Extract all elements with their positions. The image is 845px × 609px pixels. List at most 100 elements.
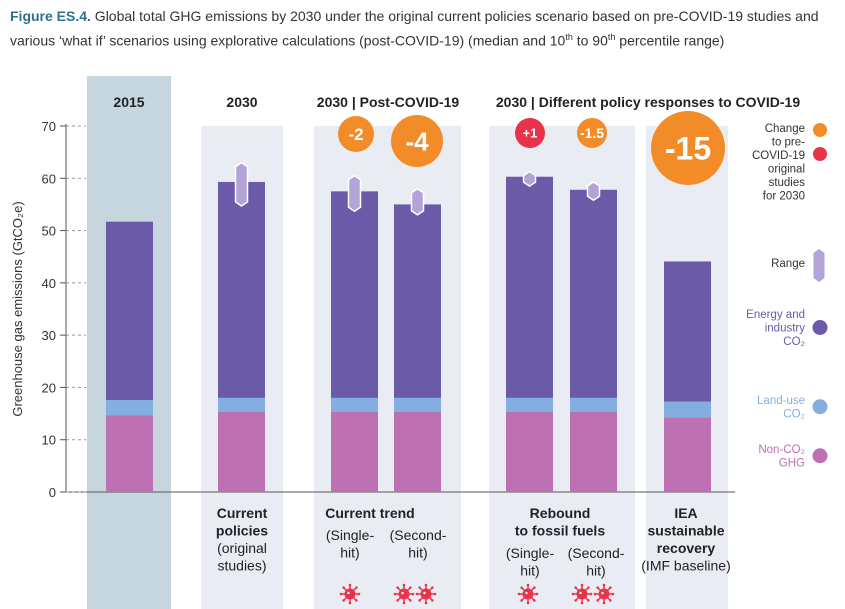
range-marker: [347, 174, 362, 213]
y-tick-label: 40: [42, 276, 56, 291]
virus-spike-tip: [396, 586, 399, 589]
legend-red-dot-icon: [813, 147, 827, 161]
virus-spike-tip: [396, 599, 399, 602]
bar-segment: [331, 397, 378, 413]
figure-caption: Figure ES.4. Global total GHG emissions …: [10, 6, 835, 52]
virus-spike-tip: [355, 586, 358, 589]
virus-body: [344, 588, 356, 600]
virus-body: [598, 588, 610, 600]
virus-spike-tip: [611, 592, 615, 596]
category-label-current_policies: Current policies(original studies): [216, 505, 268, 574]
legend-label-line: Land-use: [757, 395, 805, 407]
bar-segment: [570, 189, 617, 398]
virus-icon: [339, 583, 361, 605]
virus-spike-tip: [402, 583, 406, 587]
bar-segment: [106, 221, 153, 400]
bar-segment: [394, 412, 441, 492]
virus-spike-tip: [602, 601, 606, 605]
y-tick-label: 0: [49, 485, 56, 500]
virus-spike-tip: [357, 592, 361, 596]
virus-spike-tip: [533, 586, 536, 589]
virus-spike-tip: [526, 601, 530, 605]
category-label-line: (IMF baseline): [641, 558, 730, 574]
virus-spike-tip: [431, 599, 434, 602]
category-label-line: IEA: [674, 505, 697, 521]
legend-orange-dot-icon: [813, 123, 827, 137]
change-badge-label: -4: [405, 126, 429, 156]
virus-spike-tip: [580, 601, 584, 605]
range-marker: [522, 170, 537, 188]
virus-body: [522, 588, 534, 600]
virus-spike-tip: [355, 599, 358, 602]
caption-text-1: Global total GHG emissions by 2030 under…: [10, 8, 819, 49]
virus-spike-tip: [402, 601, 406, 605]
legend-label-line: industry: [765, 323, 806, 335]
virus-spike-tip: [580, 583, 584, 587]
category-label-line: (Second-: [568, 545, 625, 561]
category-label-rebound: Rebound to fossil fuels: [515, 505, 605, 539]
legend-label-line: COVID-19: [752, 150, 805, 162]
caption-sup-2: th: [607, 32, 616, 42]
range-marker: [234, 161, 249, 207]
legend-swatch-icon: [812, 399, 828, 415]
legend-item-land_use: Land-use CO₂: [757, 395, 828, 421]
change-badge-label: -2: [348, 125, 363, 144]
bar-segment: [506, 176, 553, 398]
virus-spike-tip: [574, 599, 577, 602]
category-label-line: hit): [520, 563, 539, 579]
virus-spike-tip: [339, 592, 343, 596]
category-label-line: (Single-: [506, 545, 555, 561]
legend-label-line: studies: [769, 177, 806, 189]
bar-segment: [106, 415, 153, 492]
category-label-rb_second: (Second-hit): [568, 545, 625, 579]
change-badge-label: +1: [523, 126, 538, 141]
virus-spike-tip: [596, 599, 599, 602]
legend-label-line: GHG: [779, 458, 805, 470]
panel-header: 2015: [113, 94, 144, 110]
change-badge: [515, 118, 545, 148]
category-label-line: Current trend: [325, 505, 414, 521]
virus-spike-tip: [609, 586, 612, 589]
panel-header: 2030 | Different policy responses to COV…: [496, 94, 800, 110]
virus-spot: [525, 591, 528, 595]
virus-spike-tip: [517, 592, 521, 596]
range-marker: [410, 187, 425, 216]
category-label-line: (original: [217, 540, 267, 556]
change-badge-label: -1.5: [580, 125, 604, 141]
category-label-line: policies: [216, 523, 268, 539]
virus-spike-tip: [348, 583, 352, 587]
caption-text-3: percentile range): [615, 32, 725, 49]
bar-segment: [106, 399, 153, 416]
bar-segment: [570, 397, 617, 413]
virus-spot: [347, 591, 350, 595]
bar-segment: [394, 397, 441, 413]
legend-item-non_co2: Non-CO₂ GHG: [758, 444, 828, 470]
legend-item-range: Range: [771, 249, 825, 282]
bar-segment: [218, 412, 265, 492]
bar-segment: [664, 417, 711, 492]
virus-spike-tip: [571, 592, 575, 596]
virus-spike-tip: [409, 586, 412, 589]
virus-spike-tip: [535, 592, 539, 596]
panel-header: 2030 | Post-COVID-19: [317, 94, 460, 110]
virus-spike-tip: [587, 599, 590, 602]
virus-spot: [423, 591, 426, 595]
y-tick-label: 20: [42, 380, 56, 395]
legend-label-line: CO₂: [783, 409, 805, 421]
legend-label-line: for 2030: [763, 191, 805, 203]
category-label-line: Rebound: [530, 505, 591, 521]
y-tick-label: 70: [42, 119, 56, 134]
category-label-ct_second: (Second-hit): [390, 527, 447, 561]
change-badge-label: -15: [665, 131, 711, 167]
bar-segment: [331, 191, 378, 398]
category-label-line: recovery: [657, 540, 716, 556]
virus-spike-tip: [533, 599, 536, 602]
legend-label-line: CO₂: [783, 336, 805, 348]
virus-body: [576, 588, 588, 600]
legend-swatch-icon: [812, 448, 828, 464]
virus-spike-tip: [348, 601, 352, 605]
category-label-line: studies): [217, 558, 266, 574]
bar-segment: [664, 261, 711, 402]
virus-spike-tip: [596, 586, 599, 589]
